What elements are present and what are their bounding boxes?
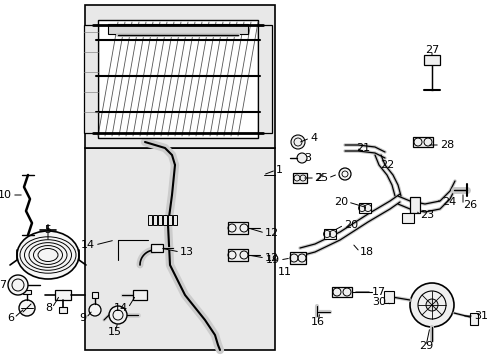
Bar xyxy=(151,244,163,252)
Text: 16: 16 xyxy=(310,317,325,327)
Bar xyxy=(108,24,247,34)
Text: 27: 27 xyxy=(424,45,438,55)
Bar xyxy=(153,215,157,225)
Bar xyxy=(23,290,31,294)
Bar xyxy=(409,197,419,213)
Text: 24: 24 xyxy=(441,197,455,207)
Ellipse shape xyxy=(17,231,79,279)
Circle shape xyxy=(338,168,350,180)
Bar xyxy=(258,25,271,133)
Text: 26: 26 xyxy=(462,200,476,210)
Bar xyxy=(85,5,274,148)
Bar xyxy=(292,173,306,183)
Bar xyxy=(148,215,152,225)
Bar xyxy=(401,213,413,223)
Text: 14: 14 xyxy=(114,303,128,313)
Text: 8: 8 xyxy=(45,303,52,313)
Bar xyxy=(358,203,370,213)
Text: 7: 7 xyxy=(0,280,6,290)
Bar xyxy=(173,215,177,225)
Text: 21: 21 xyxy=(355,143,369,153)
Text: 15: 15 xyxy=(108,327,122,337)
Bar xyxy=(168,215,172,225)
Text: 14: 14 xyxy=(81,240,95,250)
Text: 1: 1 xyxy=(275,165,283,175)
Text: 10: 10 xyxy=(0,190,12,200)
Bar xyxy=(423,55,439,65)
Text: 28: 28 xyxy=(439,140,453,150)
Circle shape xyxy=(409,283,453,327)
Bar xyxy=(289,252,305,264)
Text: 30: 30 xyxy=(371,297,385,307)
Text: 23: 23 xyxy=(419,210,433,220)
Text: 2: 2 xyxy=(314,173,322,183)
Text: 9: 9 xyxy=(79,313,86,323)
Text: 20: 20 xyxy=(333,197,347,207)
Text: 13: 13 xyxy=(180,247,194,257)
Text: 11: 11 xyxy=(278,267,291,277)
Bar xyxy=(85,148,274,350)
Bar xyxy=(133,290,147,300)
Text: 31: 31 xyxy=(473,311,487,321)
Bar xyxy=(324,229,335,239)
Bar xyxy=(163,215,167,225)
Bar xyxy=(55,290,71,300)
Circle shape xyxy=(89,304,101,316)
Circle shape xyxy=(296,153,306,163)
Text: 29: 29 xyxy=(418,341,432,351)
Text: 5: 5 xyxy=(44,225,51,235)
Text: 3: 3 xyxy=(304,153,311,163)
Bar xyxy=(92,292,98,298)
Circle shape xyxy=(8,275,28,295)
Bar xyxy=(227,249,247,261)
Circle shape xyxy=(425,299,437,311)
Text: 22: 22 xyxy=(379,160,393,170)
Bar xyxy=(84,25,98,133)
Circle shape xyxy=(19,300,35,316)
Text: 20: 20 xyxy=(343,220,357,230)
Text: 25: 25 xyxy=(313,173,327,183)
Bar xyxy=(59,307,67,313)
Bar xyxy=(469,313,477,325)
Text: 18: 18 xyxy=(359,247,373,257)
Bar xyxy=(412,137,432,147)
Circle shape xyxy=(109,306,127,324)
Bar xyxy=(331,287,351,297)
Text: 4: 4 xyxy=(309,133,317,143)
Text: 6: 6 xyxy=(7,313,14,323)
Bar xyxy=(158,215,162,225)
Text: 12: 12 xyxy=(264,228,279,238)
Bar xyxy=(227,222,247,234)
Bar xyxy=(98,20,258,138)
Text: 17: 17 xyxy=(371,287,386,297)
Bar xyxy=(383,291,393,303)
Text: 19: 19 xyxy=(265,255,280,265)
Text: 12: 12 xyxy=(264,253,279,263)
Circle shape xyxy=(290,135,305,149)
